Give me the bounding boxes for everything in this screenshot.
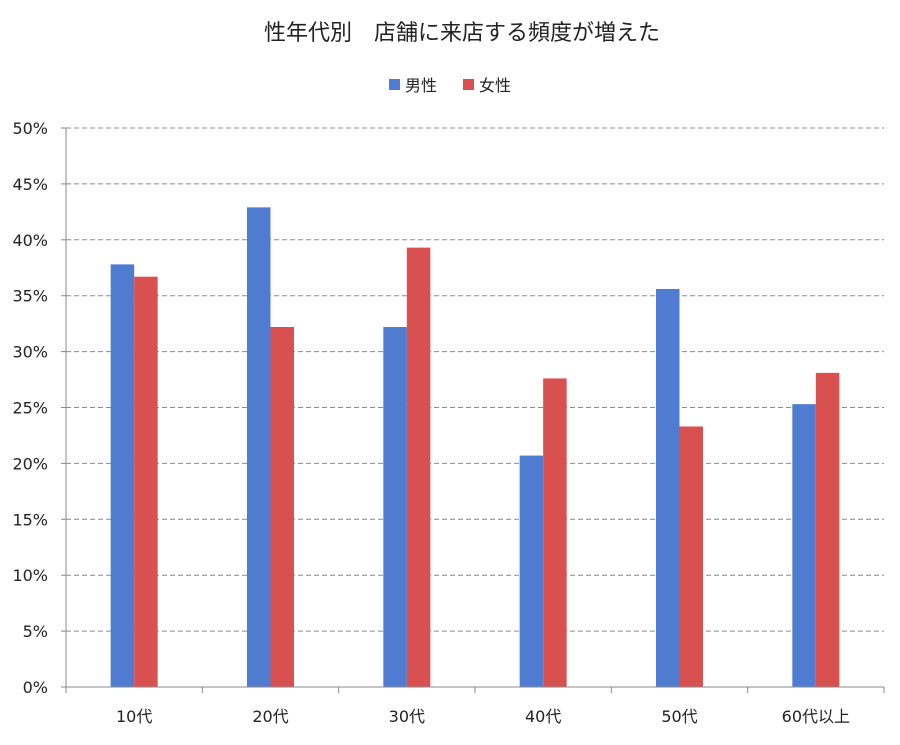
y-tick-label: 0% (23, 678, 48, 697)
y-tick-label: 45% (12, 175, 48, 194)
y-tick-label: 50% (12, 119, 48, 138)
legend-label-male: 男性 (405, 76, 437, 95)
x-tick-label: 60代以上 (782, 707, 850, 726)
y-tick-label: 35% (12, 287, 48, 306)
y-tick-label: 5% (23, 622, 48, 641)
y-tick-label: 25% (12, 399, 48, 418)
x-tick-label: 10代 (116, 707, 152, 726)
chart-title: 性年代別 店舗に来店する頻度が増えた (264, 21, 660, 46)
x-tick-label: 20代 (252, 707, 288, 726)
bars (110, 207, 840, 688)
bar-male (110, 264, 135, 687)
bar-female (543, 378, 567, 687)
x-tick-label: 50代 (661, 707, 697, 726)
bar-female (406, 247, 431, 687)
y-axis-ticks: 0% 5% 10% 15% 20% 25% 30% 35% 40% 45% 50% (12, 119, 48, 697)
legend-swatch-male (389, 79, 400, 90)
axes (61, 127, 885, 693)
bar-male (519, 455, 544, 687)
bar-male (247, 207, 271, 688)
bar-female (134, 276, 158, 687)
y-tick-label: 40% (12, 231, 48, 250)
bar-male (656, 288, 680, 687)
x-tick-label: 40代 (525, 707, 561, 726)
bar-female (815, 372, 840, 687)
y-tick-label: 20% (12, 454, 48, 473)
bar-female (270, 327, 294, 687)
x-tick-label: 30代 (389, 707, 425, 726)
gridlines (66, 127, 884, 632)
y-tick-label: 30% (12, 343, 48, 362)
legend-label-female: 女性 (479, 76, 511, 95)
y-tick-label: 15% (12, 510, 48, 529)
legend-swatch-female (463, 79, 474, 90)
bar-male (383, 327, 407, 687)
x-axis-ticks: 10代 20代 30代 40代 50代 60代以上 (116, 707, 850, 726)
legend: 男性 女性 (389, 76, 511, 95)
bar-female (679, 426, 703, 687)
bar-male (792, 404, 816, 687)
y-tick-label: 10% (12, 566, 48, 585)
